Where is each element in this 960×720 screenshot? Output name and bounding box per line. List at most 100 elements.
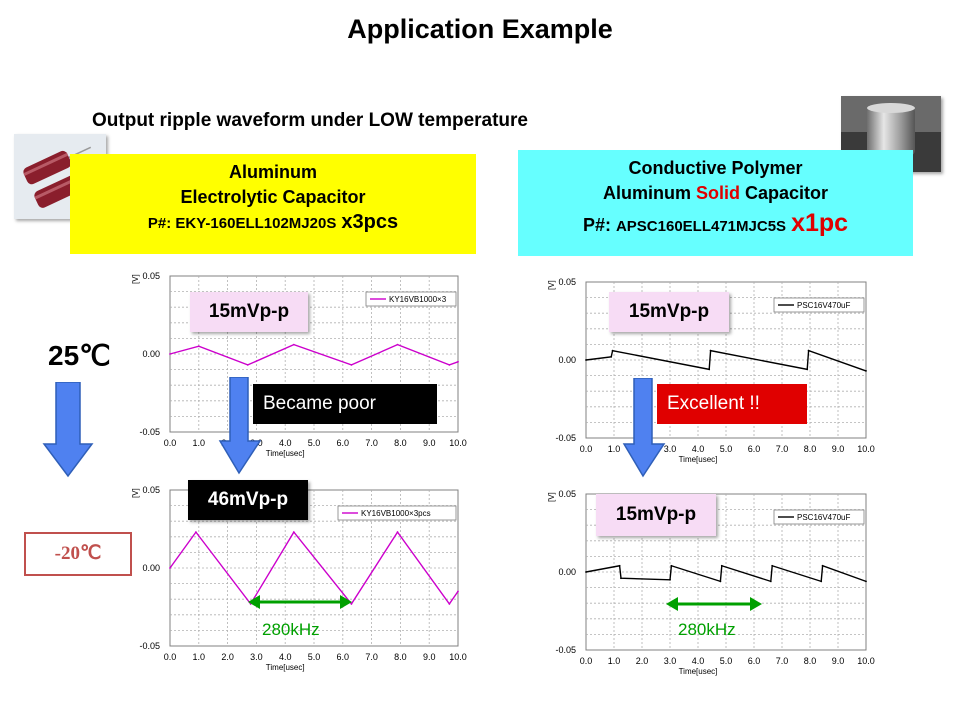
series-point xyxy=(585,359,587,361)
down-arrow-icon xyxy=(622,378,666,478)
x-tick-label: 5.0 xyxy=(308,438,321,448)
part-number-right: APSC160ELL471MJC5S xyxy=(615,218,787,235)
temperature-cold: -20℃ xyxy=(24,532,132,576)
x-tick-label: 3.0 xyxy=(664,444,677,454)
x-tick-label: 6.0 xyxy=(337,438,350,448)
series-point xyxy=(350,602,353,605)
x-tick-label: 1.0 xyxy=(608,656,621,666)
series-point xyxy=(771,564,774,567)
series-point xyxy=(246,364,249,366)
y-axis-label: [V] xyxy=(131,274,140,284)
header-left-line1: Aluminum xyxy=(229,162,317,182)
series-point xyxy=(806,368,809,371)
x-tick-label: 9.0 xyxy=(423,652,436,662)
x-tick-label: 0.0 xyxy=(164,652,177,662)
y-tick-label: -0.05 xyxy=(555,645,576,655)
series-point xyxy=(769,580,772,583)
series-point xyxy=(669,578,671,581)
x-tick-label: 0.0 xyxy=(580,656,593,666)
series-point xyxy=(807,349,810,352)
x-tick-label: 7.0 xyxy=(776,444,789,454)
slide-subtitle: Output ripple waveform under LOW tempera… xyxy=(92,110,528,131)
x-tick-label: 10.0 xyxy=(449,652,467,662)
series-point xyxy=(708,368,711,371)
series-point xyxy=(820,580,823,583)
x-tick-label: 1.0 xyxy=(193,438,206,448)
y-tick-label: 0.00 xyxy=(142,563,160,573)
x-tick-label: 0.0 xyxy=(164,438,177,448)
became-poor-label: Became poor xyxy=(253,384,437,424)
header-left-part-number: P#: EKY-160ELL102MJ20S x3pcs xyxy=(70,210,476,236)
x-tick-label: 6.0 xyxy=(748,656,761,666)
series-point xyxy=(292,531,295,534)
frequency-label-left: 280kHz xyxy=(262,620,320,639)
y-tick-label: 0.05 xyxy=(142,485,160,495)
header-left-line2: Electrolytic Capacitor xyxy=(180,187,366,207)
header-right-part-number: P#: APSC160ELL471MJC5S x1pc xyxy=(518,206,913,244)
y-tick-label: 0.05 xyxy=(142,271,160,281)
series-point xyxy=(610,355,613,358)
ripple-badge-bottom-right: 15mVp-p xyxy=(596,494,716,536)
x-tick-label: 10.0 xyxy=(857,444,875,454)
series-point xyxy=(670,564,673,567)
header-right-line1: Conductive Polymer xyxy=(628,158,803,178)
y-tick-label: -0.05 xyxy=(555,433,576,443)
series-line xyxy=(585,349,867,372)
x-tick-label: 7.0 xyxy=(776,656,789,666)
header-aluminum-electrolytic: Aluminum Electrolytic Capacitor P#: EKY-… xyxy=(70,154,476,254)
x-tick-label: 3.0 xyxy=(250,652,263,662)
series-point xyxy=(448,364,451,366)
x-tick-label: 4.0 xyxy=(692,656,705,666)
x-tick-label: 5.0 xyxy=(308,652,321,662)
x-tick-label: 8.0 xyxy=(394,438,407,448)
down-arrow-icon xyxy=(218,377,262,475)
series-point xyxy=(197,345,200,348)
header-right-word-aluminum: Aluminum xyxy=(602,183,691,203)
y-tick-label: -0.05 xyxy=(139,427,160,437)
x-tick-label: 8.0 xyxy=(804,656,817,666)
x-tick-label: 5.0 xyxy=(720,444,733,454)
header-right-line2: Aluminum Solid Capacitor xyxy=(518,181,913,206)
series-point xyxy=(618,564,621,567)
series-line xyxy=(585,564,867,583)
series-point xyxy=(169,353,171,355)
x-tick-label: 3.0 xyxy=(664,656,677,666)
y-tick-label: -0.05 xyxy=(139,641,160,651)
part-number-prefix-right: P#: xyxy=(582,215,611,235)
series-point xyxy=(709,349,712,352)
series-point xyxy=(821,564,824,567)
part-number-left: P#: EKY-160ELL102MJ20S xyxy=(147,215,337,232)
y-tick-label: 0.00 xyxy=(142,349,160,359)
slide-title: Application Example xyxy=(347,14,613,44)
quantity-right: x1pc xyxy=(791,209,849,237)
series-line xyxy=(169,530,459,606)
ripple-badge-top-right: 15mVp-p xyxy=(609,292,729,332)
series-line xyxy=(169,343,459,366)
x-tick-label: 1.0 xyxy=(193,652,206,662)
series-point xyxy=(585,571,587,573)
x-tick-label: 10.0 xyxy=(449,438,467,448)
series-point xyxy=(720,564,723,567)
legend-box xyxy=(365,291,457,307)
chart-bottom-left: 0.05 0.00 -0.05 0.0 1.0 2.0 3.0 4.0 5.0 6.0 7.0 8.0… xyxy=(131,485,467,672)
y-tick-label: 0.05 xyxy=(558,489,576,499)
legend-box xyxy=(337,505,457,521)
x-axis-label: Time[usec] xyxy=(266,663,305,672)
quantity-left: x3pcs xyxy=(341,211,399,233)
series-point xyxy=(457,590,459,593)
x-tick-label: 10.0 xyxy=(857,656,875,666)
series-point xyxy=(169,567,171,569)
x-tick-label: 2.0 xyxy=(221,652,234,662)
series-point xyxy=(195,531,197,534)
x-tick-label: 0.0 xyxy=(580,444,593,454)
double-arrow-icon xyxy=(248,595,352,609)
legend-label: PSC16V470uF xyxy=(797,513,850,522)
temperature-warm: 25℃ xyxy=(48,340,111,371)
x-axis-label: Time[usec] xyxy=(679,667,718,676)
x-tick-label: 7.0 xyxy=(365,652,378,662)
series-point xyxy=(865,580,867,583)
y-tick-label: 0.00 xyxy=(558,567,576,577)
chart-bottom-right: 0.05 0.00 -0.05 0.0 1.0 2.0 3.0 4.0 5.0 6.0 7.0 8.0… xyxy=(547,489,875,676)
legend-label: KY16VB1000×3 xyxy=(389,295,447,304)
x-tick-label: 7.0 xyxy=(365,438,378,448)
